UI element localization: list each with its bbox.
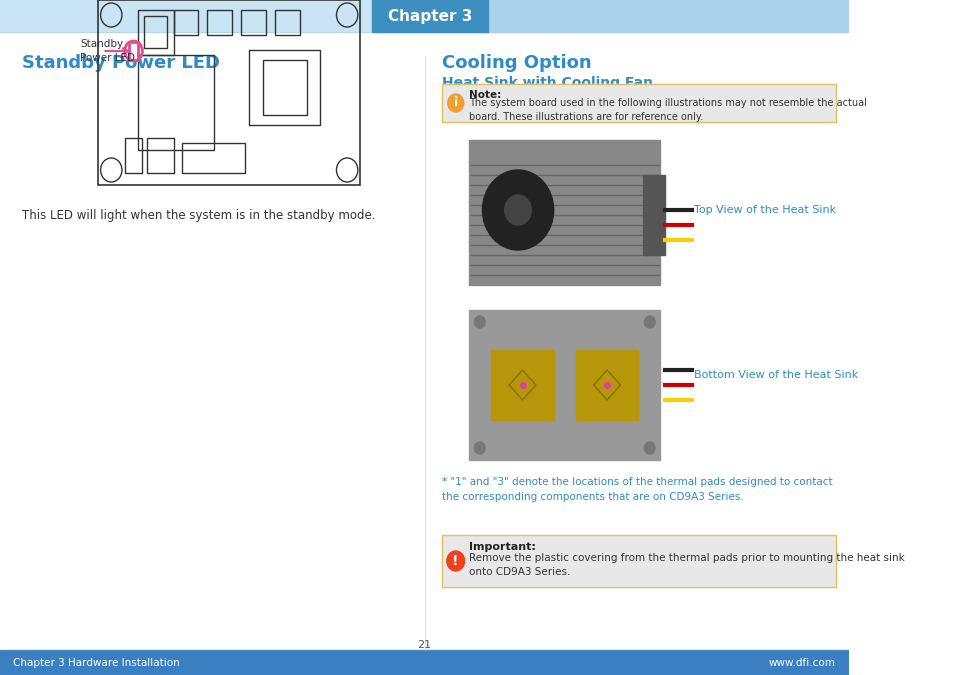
Bar [129,42,138,60]
Text: Bottom View of the Heat Sink: Bottom View of the Heat Sink [694,370,858,380]
Bar [147,138,173,173]
Bar [249,50,320,125]
Bar [469,140,659,285]
Bar [98,0,360,185]
Bar [442,535,835,587]
Text: This LED will light when the system is in the standby mode.: This LED will light when the system is i… [22,209,375,221]
Bar [442,535,835,587]
Circle shape [474,316,485,328]
Bar [173,10,198,35]
Text: Remove the plastic covering from the thermal pads prior to mounting the heat sin: Remove the plastic covering from the the… [469,553,903,577]
Text: Chapter 3 Hardware Installation: Chapter 3 Hardware Installation [13,657,180,668]
Circle shape [482,170,553,250]
Bar [0,650,848,675]
Bar [491,350,553,420]
Bar [138,55,213,150]
Text: !: ! [452,554,458,568]
Circle shape [504,195,531,225]
Bar [442,84,835,122]
Bar [274,10,299,35]
Text: Standby
Power LED: Standby Power LED [80,39,135,63]
Bar [207,10,233,35]
Bar [442,84,835,122]
Bar [241,10,266,35]
Text: Top View of the Heat Sink: Top View of the Heat Sink [694,205,836,215]
Text: Standby Power LED: Standby Power LED [22,54,220,72]
Text: 21: 21 [417,640,431,650]
Bar [182,143,245,173]
Bar [0,0,848,32]
Circle shape [447,94,463,112]
Bar [372,0,487,32]
Text: * "1" and "3" denote the locations of the thermal pads designed to contact
the c: * "1" and "3" denote the locations of th… [442,477,832,502]
Text: The system board used in the following illustrations may not resemble the actual: The system board used in the following i… [469,98,866,122]
Text: Chapter 3: Chapter 3 [387,9,472,24]
Text: www.dfi.com: www.dfi.com [768,657,835,668]
Text: Important:: Important: [469,542,536,552]
Circle shape [474,442,485,454]
Circle shape [644,316,655,328]
Text: i: i [454,97,457,109]
Circle shape [446,551,464,571]
Bar [125,138,142,173]
Text: Heat Sink with Cooling Fan: Heat Sink with Cooling Fan [442,76,653,90]
Bar [487,0,848,32]
Bar [576,350,638,420]
Bar [642,175,664,255]
Text: Cooling Option: Cooling Option [442,54,592,72]
Circle shape [644,442,655,454]
Bar [262,60,307,115]
Bar [144,16,167,48]
Bar [138,10,173,55]
Text: Note:: Note: [469,90,501,100]
Bar [469,310,659,460]
